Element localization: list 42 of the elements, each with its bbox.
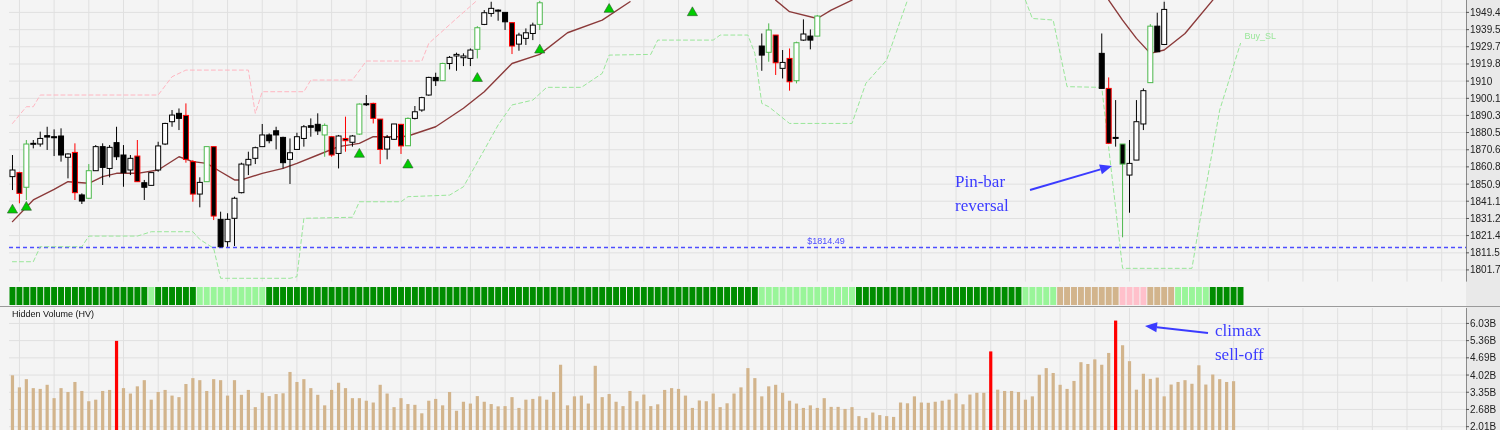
y-tick-label: 1870.6 xyxy=(1470,144,1500,156)
y-tick-label: 1841.1 xyxy=(1470,195,1500,207)
y-tick-label: 1860.8 xyxy=(1470,161,1500,173)
point xyxy=(471,72,483,82)
point xyxy=(687,6,698,16)
ref-line-label: $1814.49 xyxy=(807,235,845,246)
y-tick-label: 1821.4 xyxy=(1470,230,1500,242)
y-tick-label: 1929.7 xyxy=(1470,41,1500,53)
y-tick-label: 1811.5 xyxy=(1470,247,1500,259)
candlestick xyxy=(765,22,772,63)
y-tick-label: 4.69B xyxy=(1470,352,1497,364)
y-tick-label: 1900.1 xyxy=(1470,92,1500,104)
series-label: Buy_SL xyxy=(1244,31,1277,42)
annotation: climax sell-off xyxy=(1215,321,1265,364)
annotation: Pin-bar reversal xyxy=(955,172,1010,215)
y-tick-label: 2.68B xyxy=(1470,403,1497,415)
point xyxy=(603,3,615,13)
y-tick-label: 6.03B xyxy=(1470,317,1497,329)
point xyxy=(353,148,365,158)
y-tick-label: 1949.4 xyxy=(1470,6,1500,18)
line-series xyxy=(11,0,478,124)
y-tick-label: 1880.5 xyxy=(1470,127,1500,139)
candlestick xyxy=(814,14,821,37)
y-tick-label: 1831.2 xyxy=(1470,212,1500,224)
candlestick xyxy=(758,32,765,72)
y-tick-label: 1910 xyxy=(1470,75,1493,87)
point xyxy=(534,43,546,54)
chart-title: Hidden Volume (HV) xyxy=(12,309,95,319)
y-tick-label: 1890.3 xyxy=(1470,109,1500,121)
candlestick xyxy=(321,122,328,158)
y-tick-label: 1801.7 xyxy=(1470,264,1500,276)
y-tick-label: 2.01B xyxy=(1470,421,1497,430)
y-tick-label: 1850.9 xyxy=(1470,178,1500,190)
y-tick-label: 4.02B xyxy=(1470,369,1497,381)
y-tick-label: 5.36B xyxy=(1470,335,1497,347)
y-tick-label: 1919.8 xyxy=(1470,58,1500,70)
point xyxy=(20,201,32,211)
y-tick-label: 3.35B xyxy=(1470,386,1497,398)
y-tick-label: 1939.5 xyxy=(1470,24,1500,36)
point xyxy=(7,203,18,214)
point xyxy=(402,158,414,169)
candlestick xyxy=(231,196,238,247)
